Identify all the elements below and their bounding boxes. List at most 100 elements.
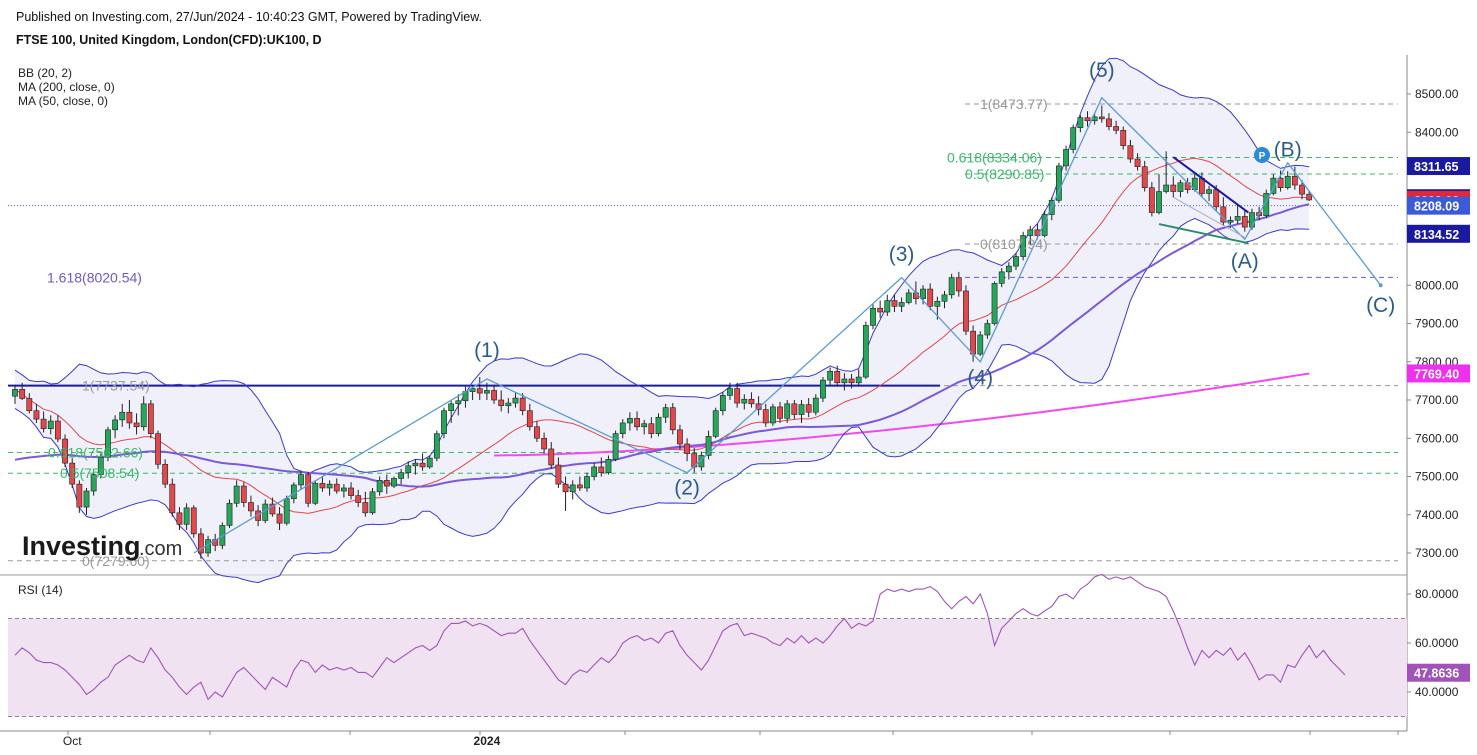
- candle: [391, 476, 397, 488]
- candle-body: [805, 404, 812, 413]
- rsi-tick-label: 40.0000: [1415, 685, 1459, 699]
- candle: [47, 415, 54, 435]
- candle: [519, 393, 526, 416]
- wave-label: (4): [967, 367, 993, 390]
- candle-body: [269, 503, 276, 515]
- candle: [512, 392, 519, 408]
- candle: [1134, 153, 1141, 171]
- candle: [62, 434, 68, 467]
- candle-body: [176, 512, 183, 525]
- candle: [898, 297, 905, 313]
- candle-body: [362, 502, 369, 514]
- fib-level-label: 0.5(8290.85): [965, 166, 1044, 182]
- rsi-marker-label: 47.8636: [1414, 667, 1459, 681]
- candle: [140, 396, 147, 431]
- candle-body: [1134, 158, 1141, 167]
- wave-label: (A): [1231, 250, 1259, 273]
- pivot-letter: P: [1259, 151, 1266, 162]
- candle-body: [126, 411, 133, 424]
- candle-body: [33, 410, 40, 420]
- candle: [963, 285, 969, 335]
- price-marker: 7769.40: [1407, 364, 1470, 383]
- candle: [798, 400, 805, 423]
- candle: [905, 289, 912, 305]
- candle-body: [655, 416, 662, 434]
- candle: [762, 403, 769, 427]
- candle: [248, 495, 254, 517]
- candle: [848, 373, 855, 389]
- wave-label: (3): [889, 243, 915, 266]
- candle-body: [83, 490, 90, 508]
- candle-body: [376, 480, 383, 493]
- fib-level-label: 0(8107.94): [980, 236, 1048, 252]
- price-tick-label: 8500.00: [1415, 87, 1459, 101]
- candle-body: [1177, 182, 1184, 192]
- candle-body: [955, 277, 962, 292]
- candle: [333, 478, 340, 494]
- candle-body: [1220, 206, 1227, 223]
- candle: [1084, 111, 1091, 127]
- candle: [584, 472, 590, 492]
- price-tick-label: 8400.00: [1415, 125, 1459, 139]
- candle: [569, 480, 576, 500]
- candle-body: [798, 404, 805, 415]
- candle: [1063, 145, 1069, 171]
- candle: [562, 476, 569, 511]
- candle: [684, 438, 690, 462]
- price-tick-label: 7500.00: [1415, 470, 1459, 484]
- candle-body: [684, 443, 690, 454]
- price-marker: 8134.52: [1407, 224, 1470, 243]
- candle-body: [1070, 127, 1077, 150]
- candle: [669, 403, 676, 435]
- candle: [162, 459, 169, 488]
- candle: [870, 304, 876, 330]
- candle-body: [1206, 189, 1212, 194]
- candle: [40, 411, 47, 433]
- candle-body: [105, 429, 111, 458]
- candle: [348, 482, 354, 500]
- indicator-ma50-label: MA (50, close, 0): [18, 94, 109, 108]
- candle-body: [827, 371, 833, 381]
- candle-body: [619, 422, 626, 434]
- candle-body: [548, 448, 555, 466]
- candle-body: [1284, 175, 1291, 189]
- candle-body: [669, 407, 676, 431]
- rsi-tick-label: 60.0000: [1415, 636, 1459, 650]
- candle-body: [1005, 265, 1012, 273]
- candle-body: [998, 271, 1005, 284]
- candle-body: [541, 437, 547, 450]
- candle: [655, 413, 662, 437]
- candle: [376, 476, 383, 496]
- candle-body: [1056, 165, 1062, 201]
- candle: [1127, 139, 1134, 163]
- candle-body: [648, 423, 655, 434]
- rsi-tick-label: 80.0000: [1415, 587, 1459, 601]
- candle: [705, 430, 712, 460]
- candle: [1241, 210, 1248, 232]
- candle-body: [162, 463, 169, 485]
- candle-body: [340, 487, 347, 492]
- candle-body: [433, 433, 440, 459]
- candle-body: [140, 403, 147, 428]
- candle-body: [248, 502, 254, 512]
- candle-body: [119, 411, 126, 421]
- candle: [677, 424, 683, 450]
- candle: [1106, 113, 1112, 131]
- price-tick-label: 7400.00: [1415, 508, 1459, 522]
- candle-body: [12, 388, 18, 397]
- candle-body: [841, 378, 848, 384]
- candle-body: [855, 376, 862, 384]
- candle-body: [927, 288, 934, 307]
- candle: [276, 507, 283, 531]
- candle: [19, 382, 26, 400]
- rsi-last-marker: 47.8636: [1407, 663, 1470, 682]
- candle-body: [605, 458, 612, 473]
- candle-body: [1041, 214, 1048, 236]
- candle: [719, 392, 726, 416]
- candle: [147, 400, 154, 439]
- fib-level-label: 0.5(7508.54): [60, 465, 139, 481]
- candle: [777, 401, 783, 423]
- candle: [855, 369, 862, 387]
